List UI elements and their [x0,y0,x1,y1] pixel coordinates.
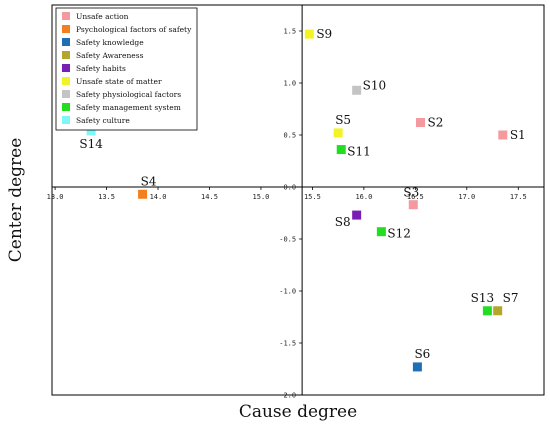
point-s10 [352,85,362,95]
legend-entry-label: Safety physiological factors [76,90,181,99]
data-points: S1 S2 S3 S4 S5 S6 S7 S8 S9 S10 S11 S12 S13 S14 [79,27,526,372]
x-tick-label: 15.0 [253,193,270,201]
y-tick-label: -0.5 [279,236,296,244]
legend-entry-label: Psychological factors of safety [76,25,192,34]
legend: Unsafe action Psychological factors of sa… [55,7,198,131]
legend-entry-label: Safety habits [76,64,126,73]
point-s14 [86,126,96,136]
point-s5 [333,128,343,138]
point-label: S6 [414,347,430,361]
legend-swatch [62,116,70,124]
legend-swatch [62,64,70,72]
legend-entry-label: Safety Awareness [76,51,144,60]
point-s2 [415,118,425,128]
legend-entry-label: Safety management system [76,103,181,112]
x-tick-label: 15.5 [304,193,321,201]
point-label: S1 [510,128,526,142]
x-tick-label: 17.0 [458,193,475,201]
point-label: S8 [335,215,351,229]
x-tick-label: 13.5 [98,193,115,201]
y-tick-label: -1.0 [279,288,296,296]
y-tick-label: 0.5 [283,132,296,140]
legend-swatch [62,38,70,46]
point-label: S5 [335,113,351,127]
y-tick-label: 0.0 [283,184,296,192]
point-s6 [412,362,422,372]
point-s3 [408,200,418,210]
x-tick-label: 14.5 [201,193,218,201]
point-s1 [498,130,508,140]
point-s4 [138,189,148,199]
legend-entry-label: Unsafe action [76,12,129,21]
point-label: S11 [347,145,371,159]
point-s11 [336,145,346,155]
plot-frame [51,4,545,396]
legend-swatch [62,51,70,59]
legend-entry-label: Safety knowledge [76,38,144,47]
x-tick-label: 17.5 [510,193,527,201]
point-label: S10 [363,78,387,92]
x-tick-label: 16.5 [407,193,424,201]
y-tick-label: 1.5 [283,28,296,36]
point-label: S2 [427,116,443,130]
legend-entry-label: Safety culture [76,116,130,125]
y-tick-label: -1.5 [279,340,296,348]
point-label: S3 [403,186,419,200]
point-s7 [493,306,503,316]
y-tick-label: -2.0 [279,392,296,400]
point-label: S4 [141,174,157,188]
x-axis-label: Cause degree [239,402,357,422]
legend-box [55,7,198,131]
point-label: S14 [79,137,103,151]
legend-swatch [62,103,70,111]
legend-swatch [62,77,70,85]
point-s8 [352,210,362,220]
point-label: S13 [471,291,495,305]
point-label: S7 [503,291,519,305]
point-label: S12 [387,227,411,241]
point-s9 [304,29,314,39]
x-tick-label: 14.0 [150,193,167,201]
y-ticks: 1.5 1.0 0.5 0.0 -0.5 -1.0 -1.5 -2.0 [279,28,303,400]
legend-entry-label: Unsafe state of matter [76,77,162,86]
legend-swatch [62,12,70,20]
x-tick-label: 13.0 [47,193,64,201]
y-tick-label: 1.0 [283,80,296,88]
point-s12 [376,227,386,237]
x-ticks: 13.0 13.5 14.0 14.5 15.0 15.5 16.0 16.5 17.0 17.5 [47,187,527,201]
legend-swatch [62,90,70,98]
point-s13 [482,306,492,316]
legend-swatch [62,25,70,33]
y-axis-label: Center degree [6,138,26,263]
point-label: S9 [316,27,332,41]
x-tick-label: 16.0 [355,193,372,201]
